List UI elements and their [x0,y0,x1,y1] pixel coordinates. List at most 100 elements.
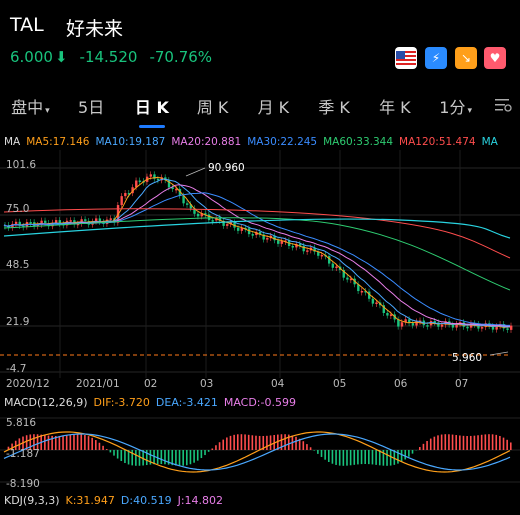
candle-body [455,323,458,328]
tab-daily-k[interactable]: 日 K [122,94,183,128]
macd-bar [306,444,308,450]
macd-bar [29,434,32,450]
macd-bar [120,450,123,462]
macd-bar [404,450,407,460]
candle-body [54,220,58,223]
macd-bar [207,450,210,452]
macd-legend: MACD(12,26,9) DIF:-3.720 DEA:-3.421 MACD… [4,396,296,409]
candle-body [331,263,335,268]
candle-body [18,221,21,226]
ma10-value: MA10:19.187 [95,136,166,148]
tab-monthly-k[interactable]: 月 K [257,98,290,117]
ma20-value: MA20:20.881 [171,136,242,148]
candle-body [306,250,309,252]
kdj-k: K:31.947 [65,494,115,507]
period-tabs: 盘中 ▾ 5日 日 K 周 K 月 K 季 K 年 K 1分 ▾ [0,86,520,128]
macd-bar [251,435,254,450]
tab-5day[interactable]: 5日 [78,98,105,117]
macd-bar [80,434,83,450]
macd-bar [84,434,86,450]
macd-bar [211,448,214,450]
candle-body [495,326,498,330]
macd-bar [113,450,115,456]
candle-body [98,218,102,222]
candle-body [371,298,375,304]
candle-body [240,227,244,231]
candle-body [426,325,429,327]
macd-bar [36,434,39,450]
last-price: 6.000 [10,48,53,66]
candle-body [397,319,400,327]
macd-bar [153,450,155,465]
macd-bar [11,443,13,450]
ma120-line [3,208,511,259]
candle-body [149,174,153,177]
macd-bar [62,435,64,450]
macd-bar [309,447,312,450]
candle-body [182,195,185,204]
candle-body [175,188,178,191]
macd-bar [247,434,250,450]
x-tick-label: 03 [200,378,214,390]
macd-bar [364,450,366,465]
candle-body [451,324,455,328]
candle-body [266,238,269,240]
candle-body [200,213,203,217]
chart-settings-icon[interactable] [486,96,520,116]
ma-legend: MA MA5:17.146 MA10:19.187 MA20:20.881 MA… [4,136,498,148]
candle-body [258,231,262,235]
candle-body [44,220,47,223]
us-flag-icon[interactable] [395,47,417,69]
macd-bar [331,450,334,464]
lightning-icon[interactable]: ⚡ [425,47,447,69]
macd-bar [69,434,72,450]
macd-bar [502,437,505,450]
candle-body [204,213,207,215]
macd-bar [368,450,370,465]
macd-bar [200,450,203,459]
macd-bar [495,434,498,450]
candle-body [76,223,80,226]
macd-bar [440,434,443,450]
candle-body [302,245,305,252]
macd-bar [124,450,126,464]
ma-line [3,178,511,328]
tab-1min[interactable]: 1分 ▾ [439,98,472,117]
tab-intraday[interactable]: 盘中 ▾ [11,98,50,117]
candle-body [247,228,251,235]
macd-chart[interactable] [0,412,520,488]
candle-body [280,240,284,244]
tab-yearly-k[interactable]: 年 K [379,98,411,117]
candle-body [226,224,229,226]
candle-body [84,219,87,221]
macd-bar [491,434,494,450]
macd-bar [76,434,79,450]
candle-body [317,251,320,256]
tab-quarterly-k[interactable]: 季 K [318,98,350,117]
macd-bar [138,450,141,466]
candle-body [295,243,298,248]
macd-lines [3,431,511,473]
macd-bar [342,450,345,466]
macd-bar [462,435,465,450]
macd-bar [287,434,290,450]
candle-body [400,322,404,327]
macd-bar [302,441,305,450]
ma-extra-value: MA [481,136,498,148]
x-tick-label: 05 [333,378,347,390]
macd-bar [488,434,490,450]
y-tick-label: -4.7 [6,363,27,375]
tab-weekly-k[interactable]: 周 K [196,98,229,117]
candle-body [415,321,418,326]
candle-body [178,188,182,196]
heart-icon[interactable]: ♥ [484,47,506,69]
y-tick-label: 101.6 [6,159,37,171]
candle-body [138,180,142,183]
macd-bar [226,437,228,450]
candlestick-chart[interactable] [0,150,520,378]
candle-body [11,223,14,228]
candle-body [189,204,193,209]
macd-y-label: -1.187 [6,448,40,460]
candle-body [408,319,411,324]
trend-down-icon[interactable]: ↘ [455,47,477,69]
